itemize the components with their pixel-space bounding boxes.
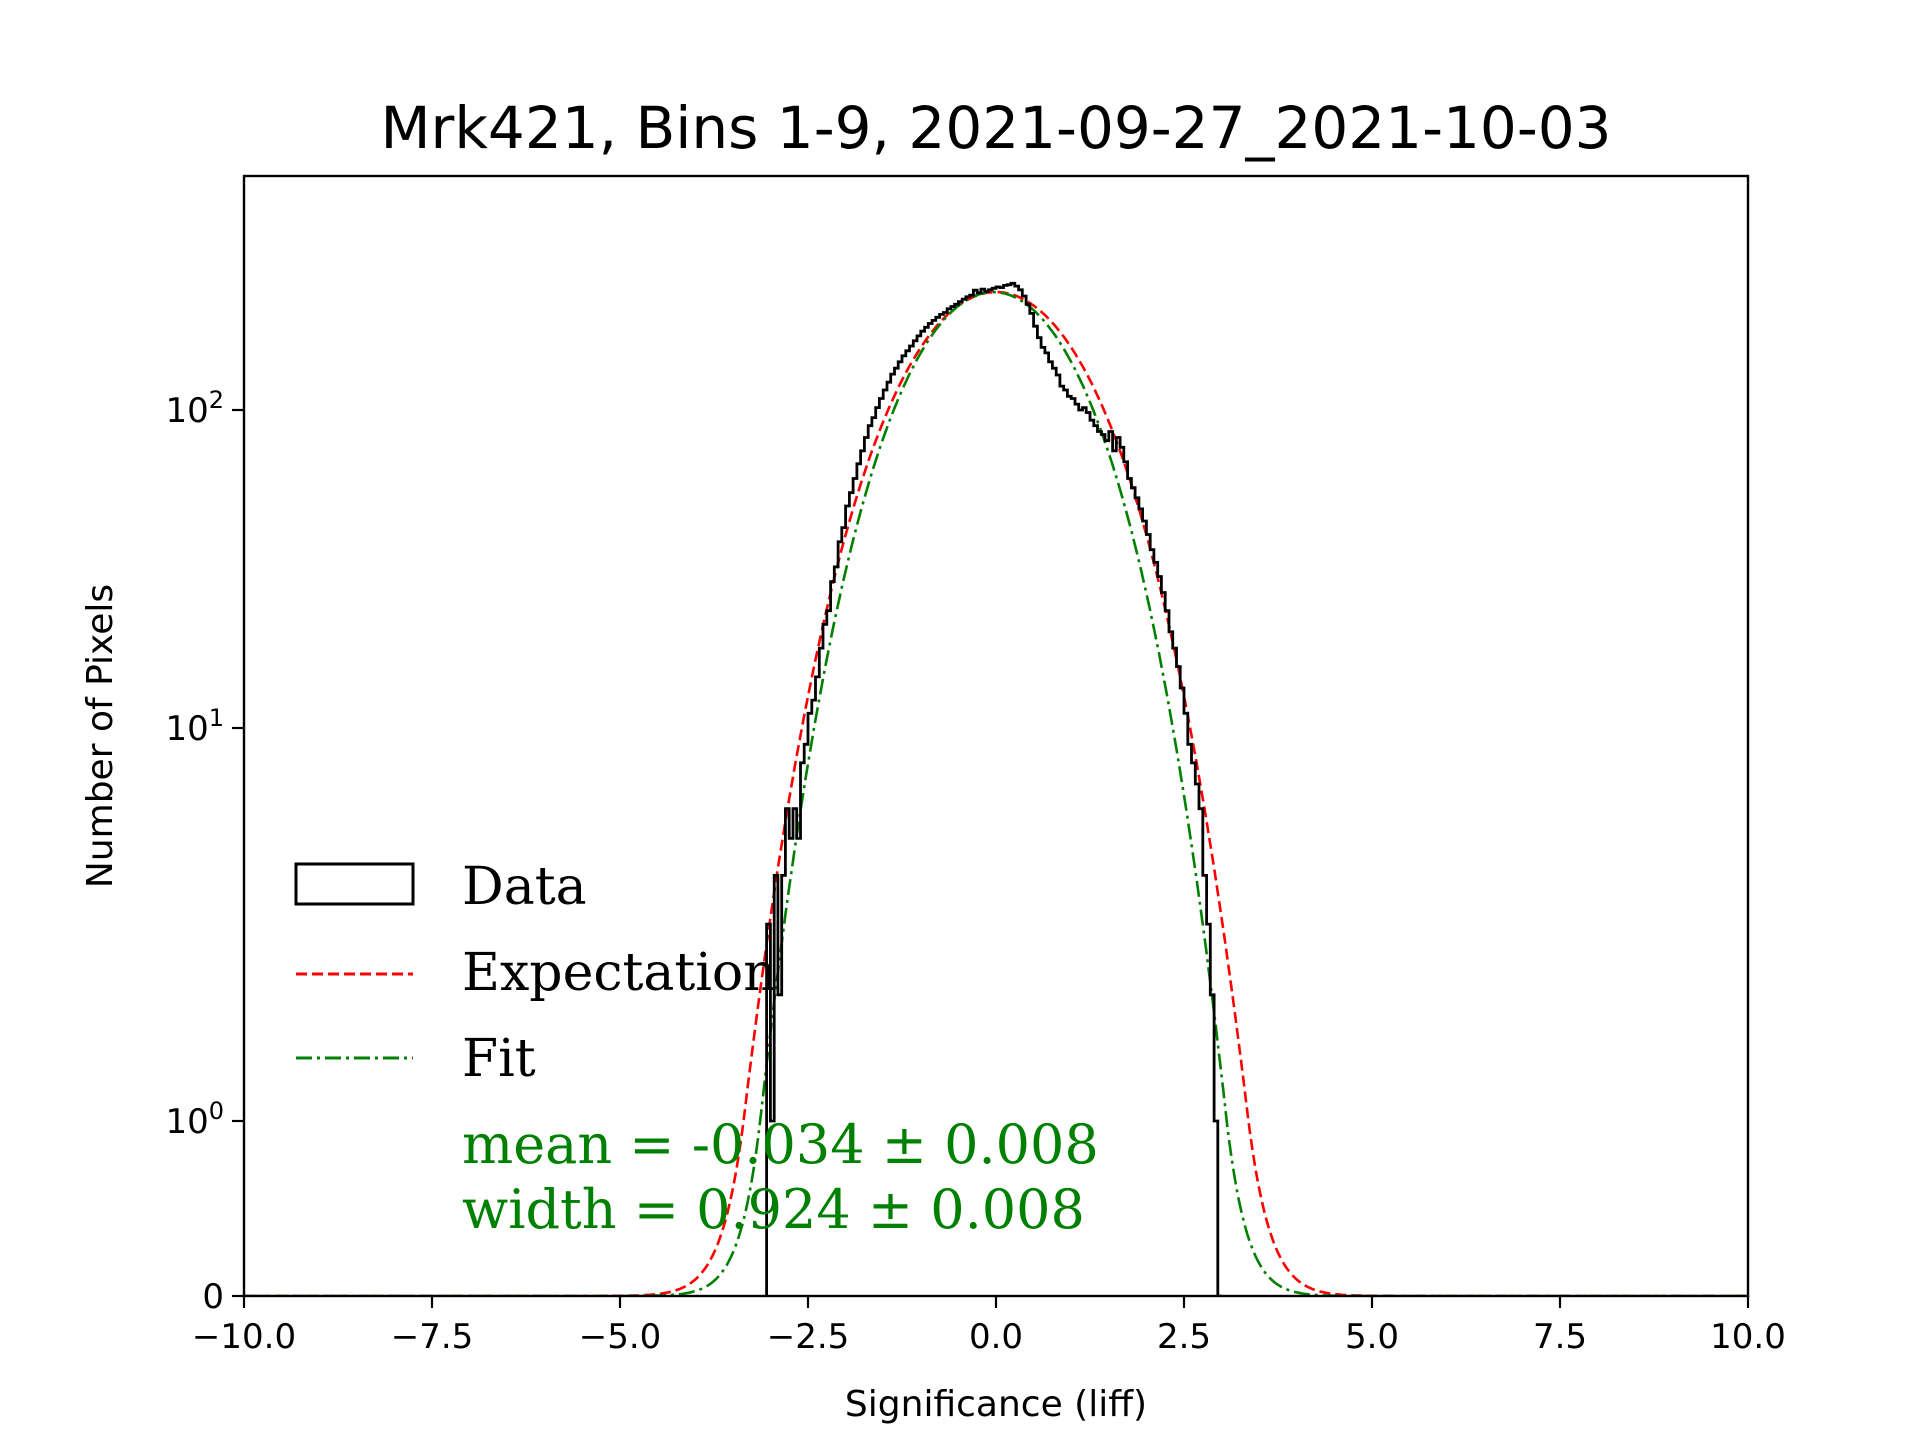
legend-label-fit: Fit (462, 1029, 536, 1089)
x-tick-label: −2.5 (767, 1317, 850, 1357)
x-tick-label: 7.5 (1533, 1317, 1587, 1357)
x-axis: −10.0 −7.5 −5.0 −2.5 0.0 2.5 5.0 7.5 10.0 (192, 1296, 1786, 1357)
fit-annotation: mean = -0.034 ± 0.008 width = 0.924 ± 0.… (462, 1113, 1099, 1241)
y-tick-label: 0 (202, 1277, 224, 1317)
legend-swatch-data (294, 862, 415, 906)
legend-label-data: Data (462, 857, 587, 917)
x-axis-label: Significance (liff) (845, 1384, 1147, 1425)
annotation-width: width = 0.924 ± 0.008 (462, 1178, 1085, 1241)
x-tick-label: −5.0 (579, 1317, 662, 1357)
legend-entry-data: Data (294, 857, 587, 917)
y-tick-label: 101 (165, 704, 224, 749)
y-axis-label: Number of Pixels (80, 584, 121, 888)
plot-area (244, 281, 1748, 1296)
annotation-mean: mean = -0.034 ± 0.008 (462, 1113, 1099, 1176)
legend: Data Expectation Fit (294, 857, 777, 1089)
histogram-data (765, 281, 1222, 1296)
legend-entry-fit: Fit (296, 1029, 536, 1089)
chart-title: Mrk421, Bins 1-9, 2021-09-27_2021-10-03 (380, 94, 1611, 162)
x-tick-label: 10.0 (1710, 1317, 1786, 1357)
y-tick-label: 100 (165, 1097, 224, 1142)
x-tick-label: 0.0 (969, 1317, 1023, 1357)
legend-label-expectation: Expectation (462, 943, 777, 1003)
y-tick-label: 102 (165, 386, 224, 431)
y-axis: 0 100 101 102 (165, 386, 244, 1317)
x-tick-label: −10.0 (192, 1317, 296, 1357)
x-tick-label: 2.5 (1157, 1317, 1211, 1357)
legend-entry-expectation: Expectation (296, 943, 777, 1003)
x-tick-label: −7.5 (391, 1317, 474, 1357)
x-tick-label: 5.0 (1345, 1317, 1399, 1357)
